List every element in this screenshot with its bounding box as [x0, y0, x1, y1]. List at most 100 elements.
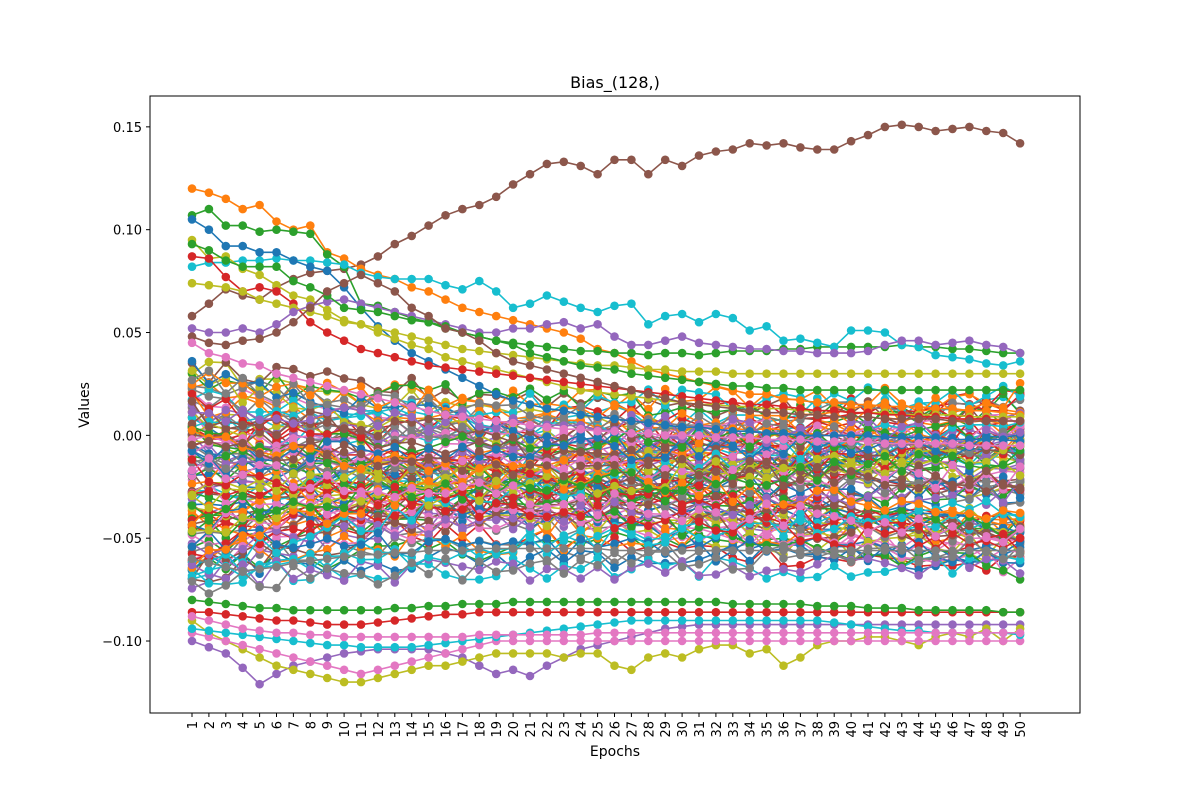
- data-point: [982, 554, 991, 564]
- data-point: [813, 572, 822, 582]
- data-point: [204, 470, 214, 479]
- data-point: [238, 398, 247, 408]
- data-point: [745, 535, 754, 544]
- data-point: [356, 473, 366, 482]
- data-point: [289, 396, 298, 405]
- data-point: [441, 506, 450, 516]
- data-point: [272, 486, 281, 496]
- data-point: [339, 541, 349, 551]
- data-point: [390, 470, 400, 479]
- data-point: [694, 438, 704, 448]
- data-point: [745, 556, 754, 566]
- data-point: [441, 437, 450, 447]
- data-point: [914, 461, 923, 470]
- data-point: [542, 521, 552, 531]
- data-point: [863, 451, 873, 460]
- data-point: [238, 420, 247, 430]
- data-point: [475, 565, 484, 575]
- data-point: [880, 558, 890, 568]
- data-point: [897, 563, 907, 573]
- data-point: [322, 510, 332, 519]
- data-point: [745, 529, 754, 538]
- data-point: [576, 447, 585, 457]
- data-point: [576, 454, 585, 464]
- data-point: [187, 560, 197, 570]
- data-point: [187, 419, 197, 429]
- data-point: [694, 481, 704, 490]
- data-point: [593, 449, 602, 458]
- data-point: [508, 559, 518, 568]
- data-point: [407, 474, 417, 484]
- data-point: [1015, 392, 1025, 401]
- data-point: [796, 525, 805, 534]
- data-point: [373, 467, 383, 477]
- data-point: [272, 492, 281, 502]
- data-point: [863, 492, 873, 501]
- data-point: [982, 487, 991, 496]
- data-point: [491, 524, 501, 533]
- data-point: [322, 418, 332, 427]
- data-point: [610, 435, 619, 445]
- data-point: [508, 386, 518, 396]
- data-point: [559, 553, 569, 563]
- data-point: [458, 432, 467, 441]
- data-point: [998, 498, 1008, 507]
- data-point: [559, 517, 569, 526]
- data-point: [1015, 555, 1025, 565]
- data-point: [491, 557, 501, 566]
- data-point: [711, 390, 721, 399]
- data-point: [441, 570, 450, 579]
- data-point: [711, 570, 721, 579]
- data-point: [796, 560, 805, 570]
- data-point: [424, 523, 433, 533]
- data-point: [694, 388, 704, 397]
- data-point: [322, 430, 332, 439]
- data-point: [390, 518, 400, 527]
- data-point: [238, 484, 247, 493]
- data-point: [272, 499, 281, 509]
- data-point: [796, 516, 805, 526]
- data-point: [542, 574, 552, 583]
- data-point: [965, 494, 974, 504]
- data-point: [998, 472, 1008, 482]
- data-point: [255, 483, 264, 493]
- data-point: [796, 573, 805, 583]
- data-point: [745, 571, 754, 581]
- data-point: [475, 436, 484, 446]
- data-point: [610, 575, 619, 584]
- data-point: [187, 356, 197, 366]
- data-point: [407, 437, 417, 447]
- data-point: [880, 499, 890, 509]
- data-point: [373, 431, 383, 441]
- data-point: [221, 574, 231, 583]
- data-point: [204, 579, 214, 588]
- data-point: [255, 399, 264, 409]
- data-point: [525, 552, 535, 562]
- data-point: [610, 497, 619, 507]
- data-point: [491, 431, 501, 441]
- data-point: [356, 382, 366, 391]
- data-point: [931, 514, 940, 524]
- data-point: [1015, 471, 1025, 480]
- data-point: [491, 515, 501, 525]
- data-point: [863, 425, 873, 434]
- data-point: [745, 466, 754, 476]
- data-point: [306, 540, 315, 549]
- data-point: [846, 484, 856, 494]
- data-point: [221, 545, 231, 554]
- data-point: [982, 391, 991, 401]
- data-point: [458, 531, 467, 540]
- data-point: [677, 409, 687, 418]
- data-point: [525, 576, 535, 585]
- data-point: [762, 574, 771, 583]
- data-point: [339, 395, 349, 405]
- data-point: [525, 435, 535, 444]
- data-point: [508, 524, 518, 534]
- data-point: [390, 381, 400, 391]
- data-point: [914, 425, 923, 435]
- data-point: [1015, 493, 1025, 503]
- data-point: [559, 492, 569, 501]
- data-point: [204, 545, 214, 555]
- data-point: [762, 530, 771, 540]
- data-point: [187, 542, 197, 551]
